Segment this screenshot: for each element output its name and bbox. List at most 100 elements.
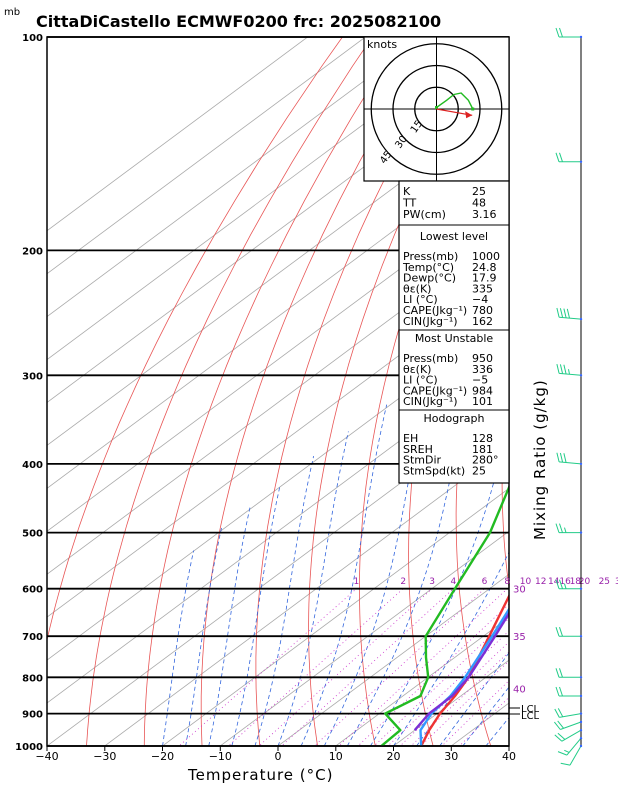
wind-barb <box>556 363 583 377</box>
stats-table: K 25 TT 48 PW(cm) 3.16 Lowest level Press(mb) 10… <box>398 180 510 484</box>
isotherm <box>161 487 509 746</box>
x-tick-label: −40 <box>35 750 58 763</box>
sounding-traces <box>380 484 509 746</box>
wind-barb <box>554 729 583 742</box>
wind-barb-shaft <box>559 461 582 465</box>
wind-barb-flag <box>559 452 564 463</box>
wind-barbs <box>554 27 583 766</box>
stats-value: 181 <box>472 443 493 456</box>
mixing-ratio-label: 10 <box>520 577 532 587</box>
isotherm <box>219 530 509 746</box>
wind-barb-flag <box>559 523 563 533</box>
wind-barb-base <box>579 374 583 377</box>
wind-barb-flag <box>560 762 571 766</box>
wind-barb-base <box>579 160 583 163</box>
dry-adiabat <box>501 375 509 591</box>
wind-barb-flag <box>556 363 560 374</box>
stats-heading: Lowest level <box>420 230 488 243</box>
wind-barb-base <box>579 712 583 715</box>
isotherm <box>47 37 309 232</box>
mixing-ratio-line <box>178 588 357 746</box>
moist-adiabat <box>162 550 195 746</box>
wind-barb-flag <box>559 686 563 697</box>
stats-value: 25 <box>472 464 486 477</box>
mixing-ratio-label: 30 <box>615 577 618 587</box>
wind-barb-flag <box>555 579 560 589</box>
pressure-tick-label: 300 <box>22 371 43 382</box>
x-tick-label: 40 <box>502 750 516 763</box>
wind-barb-base <box>579 720 583 724</box>
hodograph-unit-label: knots <box>367 38 397 51</box>
series-temperature <box>420 593 509 746</box>
wind-barb-flag <box>559 364 564 374</box>
wind-barb-flag <box>555 523 560 533</box>
wind-barb-flag <box>559 668 563 678</box>
wind-barb-flag <box>555 627 560 637</box>
stats-value: 780 <box>472 304 493 317</box>
wind-barb-half-flag <box>564 749 570 753</box>
wind-barb-shaft <box>559 713 582 718</box>
isotherm <box>47 187 509 532</box>
wind-barb-base <box>579 744 583 748</box>
wind-barb-shaft <box>566 737 582 756</box>
wind-barb-flag <box>566 308 570 319</box>
moist-adiabat <box>462 686 509 746</box>
series-virtual <box>413 611 509 731</box>
isotherm <box>335 616 509 746</box>
dry-adiabat <box>308 37 493 746</box>
pressure-tick-label: 100 <box>22 33 43 44</box>
wind-barb-flag <box>563 364 567 375</box>
stats-heading: Hodograph <box>424 412 485 425</box>
wind-barb-base <box>579 587 583 590</box>
isotherm <box>47 402 509 746</box>
series-parcel <box>419 607 509 746</box>
wind-barb-shaft <box>559 316 582 320</box>
wind-barb-flag <box>559 152 563 162</box>
wind-barb-flag <box>559 308 564 318</box>
x-axis-title: Temperature (°C) <box>187 766 333 784</box>
mixing-ratio-axis-title: Mixing Ratio (g/kg) <box>531 379 549 540</box>
wind-barb-base <box>579 317 583 321</box>
wind-barb-base <box>579 729 583 732</box>
dry-adiabat <box>47 37 343 642</box>
stats-value: 950 <box>472 352 493 365</box>
wind-barb-flag <box>556 452 560 463</box>
mixing-ratio-label: 2 <box>400 577 406 587</box>
wind-barb-flag <box>559 27 563 38</box>
mixing-ratio-line <box>258 588 433 746</box>
hodograph-rings <box>364 37 509 181</box>
wind-barb-shaft <box>569 745 582 766</box>
stats-label: CAPE(Jkg⁻¹) <box>403 304 467 317</box>
wind-barb-flag <box>554 734 563 742</box>
wind-barb <box>555 579 583 590</box>
stats-value: 48 <box>472 197 486 210</box>
theta-label: 35 <box>513 632 526 643</box>
wind-barb <box>555 627 583 638</box>
dry-adiabat <box>86 37 373 746</box>
wind-barb-base <box>579 737 583 740</box>
dry-adiabat <box>590 5 618 761</box>
stats-label: Dewp(°C) <box>403 272 456 285</box>
stats-label: CAPE(Jkg⁻¹) <box>403 384 467 397</box>
hodograph-line <box>436 92 474 110</box>
stats-value: −5 <box>472 374 488 387</box>
wind-barb <box>556 307 583 321</box>
wind-barb-flag <box>563 453 567 463</box>
mixing-ratio-line <box>458 696 509 746</box>
x-tick-label: 0 <box>275 750 282 763</box>
mixing-ratio-line <box>387 630 509 746</box>
hodograph-end-point <box>471 107 475 111</box>
mixing-ratio-label: 4 <box>451 577 457 587</box>
isotherm <box>47 144 509 489</box>
mixing-ratio-line <box>373 617 509 746</box>
wind-barb-flag <box>557 708 564 718</box>
stats-heading: Most Unstable <box>415 332 494 345</box>
mixing-ratio-line <box>313 588 485 746</box>
mixing-ratio-label: 14 <box>548 577 560 587</box>
mixing-ratio-label: 25 <box>599 577 610 587</box>
mixing-ratio-line <box>357 603 509 746</box>
wind-barb-base <box>579 694 583 698</box>
wind-barb-flag <box>554 708 560 718</box>
pressure-tick-label: 700 <box>22 632 43 643</box>
